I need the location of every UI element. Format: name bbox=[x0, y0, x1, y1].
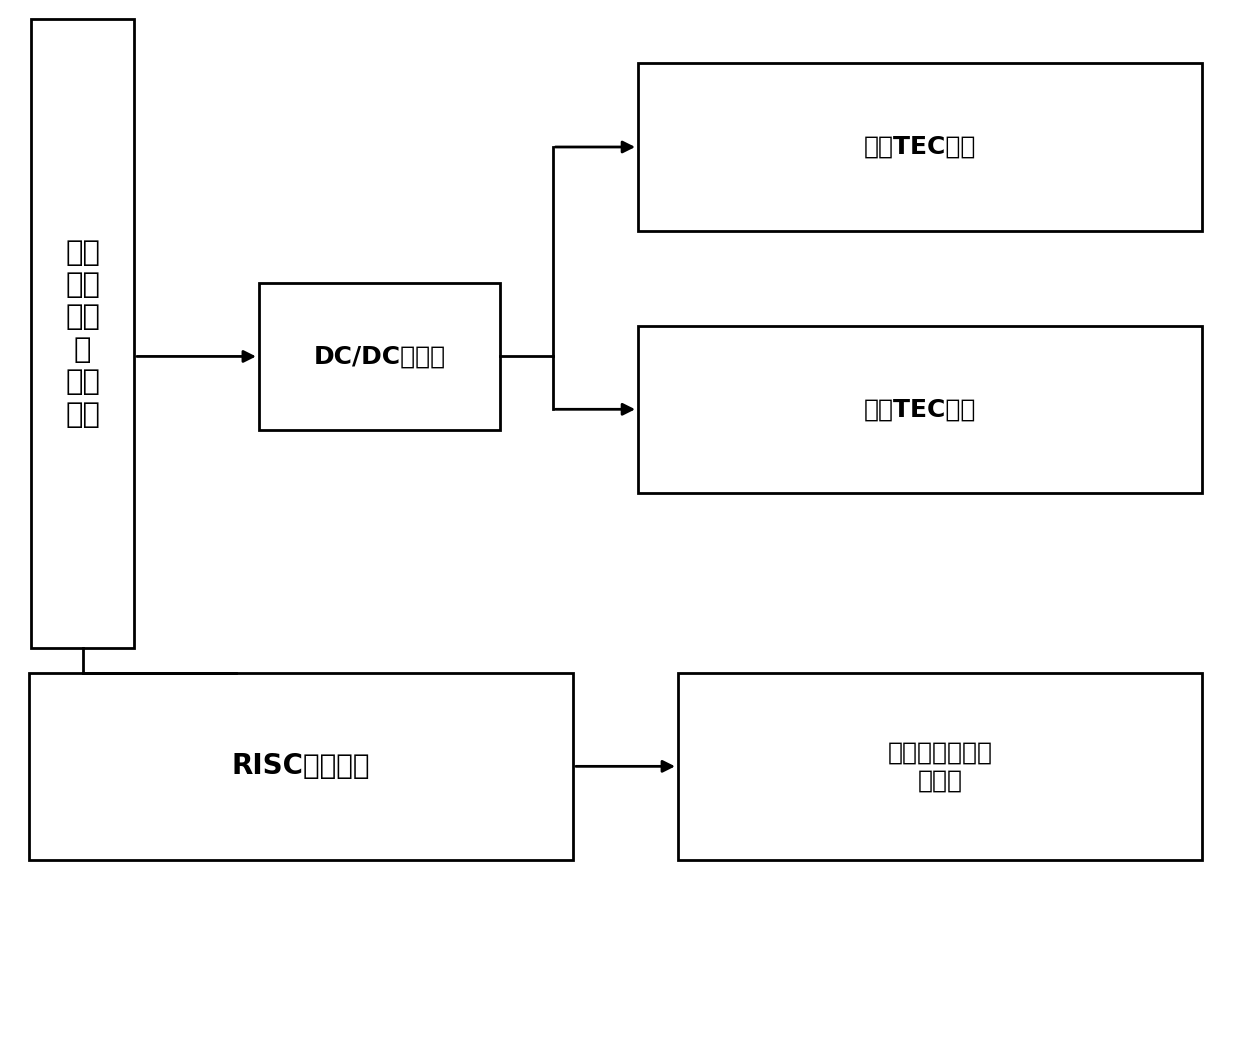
Text: RISC控制系统: RISC控制系统 bbox=[232, 752, 371, 780]
Bar bbox=[259, 283, 500, 431]
Text: DC/DC变换器: DC/DC变换器 bbox=[314, 344, 445, 368]
Bar bbox=[637, 325, 1202, 493]
Text: 加热TEC模块: 加热TEC模块 bbox=[863, 135, 976, 159]
Text: 电池电极温度采
集模块: 电池电极温度采 集模块 bbox=[888, 741, 992, 793]
Bar bbox=[637, 64, 1202, 231]
Bar bbox=[678, 673, 1202, 860]
Bar bbox=[31, 20, 134, 648]
Text: 开关
元件
驱动
及
控制
模块: 开关 元件 驱动 及 控制 模块 bbox=[66, 239, 100, 429]
Bar bbox=[30, 673, 573, 860]
Text: 制冷TEC模块: 制冷TEC模块 bbox=[863, 397, 976, 421]
